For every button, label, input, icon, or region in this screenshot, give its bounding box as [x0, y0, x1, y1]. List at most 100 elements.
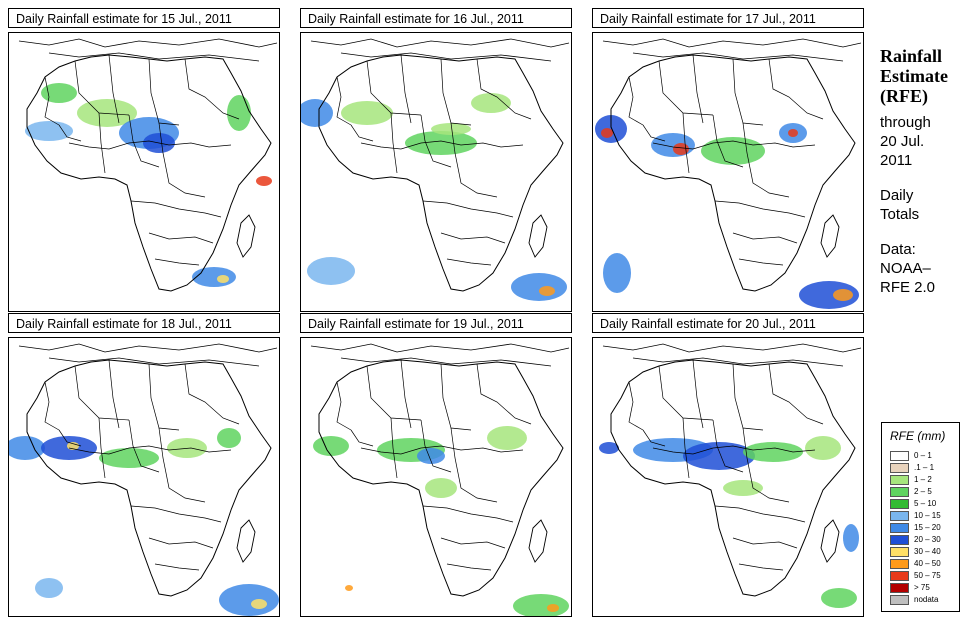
africa-coastline — [26, 54, 272, 292]
rainfall-area — [539, 286, 555, 296]
country-border — [692, 54, 704, 124]
legend-label: 2 – 5 — [914, 487, 932, 496]
panel-title: Daily Rainfall estimate for 17 Jul., 201… — [592, 8, 864, 28]
country-border — [682, 112, 690, 174]
country-border — [440, 363, 472, 431]
africa-map-graphic — [301, 38, 570, 301]
rainfall-area — [227, 95, 251, 131]
panel-title: Daily Rainfall estimate for 16 Jul., 201… — [300, 8, 572, 28]
country-border — [738, 258, 784, 266]
through-label: through — [880, 114, 931, 131]
rainfall-area — [425, 478, 457, 498]
country-border — [108, 359, 120, 429]
rainfall-area — [9, 436, 45, 460]
rainfall-area — [601, 128, 613, 138]
country-border — [732, 58, 764, 126]
country-border — [450, 427, 498, 503]
country-border — [738, 563, 784, 571]
totals-line: Totals — [880, 206, 920, 223]
legend-label: 0 – 1 — [914, 451, 932, 460]
country-border — [154, 563, 200, 571]
country-border — [390, 417, 398, 479]
country-border — [154, 258, 200, 266]
rainfall-area — [307, 257, 355, 285]
country-border — [44, 76, 60, 126]
country-border — [130, 200, 222, 218]
country-border — [184, 58, 240, 120]
rainfall-area — [256, 176, 272, 186]
rainfall-area — [673, 143, 689, 155]
country-border — [682, 417, 690, 479]
heading-line: (RFE) — [880, 86, 928, 106]
country-border — [742, 427, 790, 503]
country-border — [422, 505, 514, 523]
africa-coastline — [610, 359, 856, 597]
map-panel-19-jul: Daily Rainfall estimate for 19 Jul., 201… — [300, 313, 572, 617]
country-border — [732, 537, 798, 549]
rainfall-area — [417, 448, 445, 464]
country-border — [336, 381, 352, 431]
rainfall-area — [788, 129, 798, 137]
country-border — [74, 60, 130, 116]
country-border — [350, 429, 374, 447]
through-year: 2011 — [880, 152, 913, 169]
rainfall-area — [251, 599, 267, 609]
africa-coastline — [318, 54, 564, 292]
madagascar-coastline — [820, 519, 840, 563]
rainfall-area — [217, 428, 241, 448]
rainfall-area — [723, 480, 763, 496]
data-source: RFE 2.0 — [880, 279, 936, 296]
country-border — [158, 122, 206, 198]
through-date: 20 Jul. — [880, 133, 925, 150]
legend-swatch — [890, 559, 909, 569]
rainfall-area — [821, 588, 857, 608]
rainfall-area — [217, 275, 229, 283]
country-border — [400, 359, 412, 429]
country-border — [58, 124, 82, 142]
country-border — [732, 363, 764, 431]
country-border — [68, 445, 232, 455]
country-border — [184, 363, 240, 425]
legend-swatch — [890, 487, 909, 497]
country-border — [440, 232, 506, 244]
country-border — [360, 445, 524, 455]
country-border — [440, 58, 472, 126]
rainfall-map — [592, 337, 864, 617]
rainfall-area — [547, 604, 559, 612]
europe-coastline — [310, 38, 570, 62]
country-border — [130, 505, 222, 523]
country-border — [148, 363, 180, 431]
country-border — [628, 76, 644, 126]
map-panel-17-jul: Daily Rainfall estimate for 17 Jul., 201… — [592, 8, 864, 312]
country-border — [420, 114, 452, 168]
rainfall-area — [167, 438, 207, 458]
totals-line: Daily — [880, 187, 914, 204]
rainfall-area — [651, 133, 695, 157]
rainfall-map — [8, 32, 280, 312]
rainfall-area — [431, 123, 471, 135]
country-border — [446, 563, 492, 571]
legend-swatch — [890, 475, 909, 485]
rainfall-area — [341, 101, 393, 125]
country-border — [440, 537, 506, 549]
rainfall-area — [219, 584, 279, 616]
rainfall-area — [603, 253, 631, 293]
country-border — [148, 58, 180, 126]
rainfall-area — [301, 99, 333, 127]
country-border — [420, 419, 452, 473]
map-description: Rainfall Estimate (RFE) through 20 Jul. … — [880, 46, 966, 297]
legend-swatch — [890, 535, 909, 545]
legend-label: 20 – 30 — [914, 535, 941, 544]
rainfall-area — [471, 93, 511, 113]
africa-map-graphic — [9, 343, 279, 616]
rainfall-area — [683, 442, 755, 470]
heading-line: Rainfall — [880, 46, 943, 66]
panel-title: Daily Rainfall estimate for 18 Jul., 201… — [8, 313, 280, 333]
rainfall-area — [25, 121, 73, 141]
country-border — [692, 359, 704, 429]
rainfall-area — [805, 436, 841, 460]
country-border — [336, 76, 352, 126]
legend-swatch — [890, 511, 909, 521]
country-border — [642, 429, 666, 447]
africa-map-graphic — [599, 343, 862, 608]
